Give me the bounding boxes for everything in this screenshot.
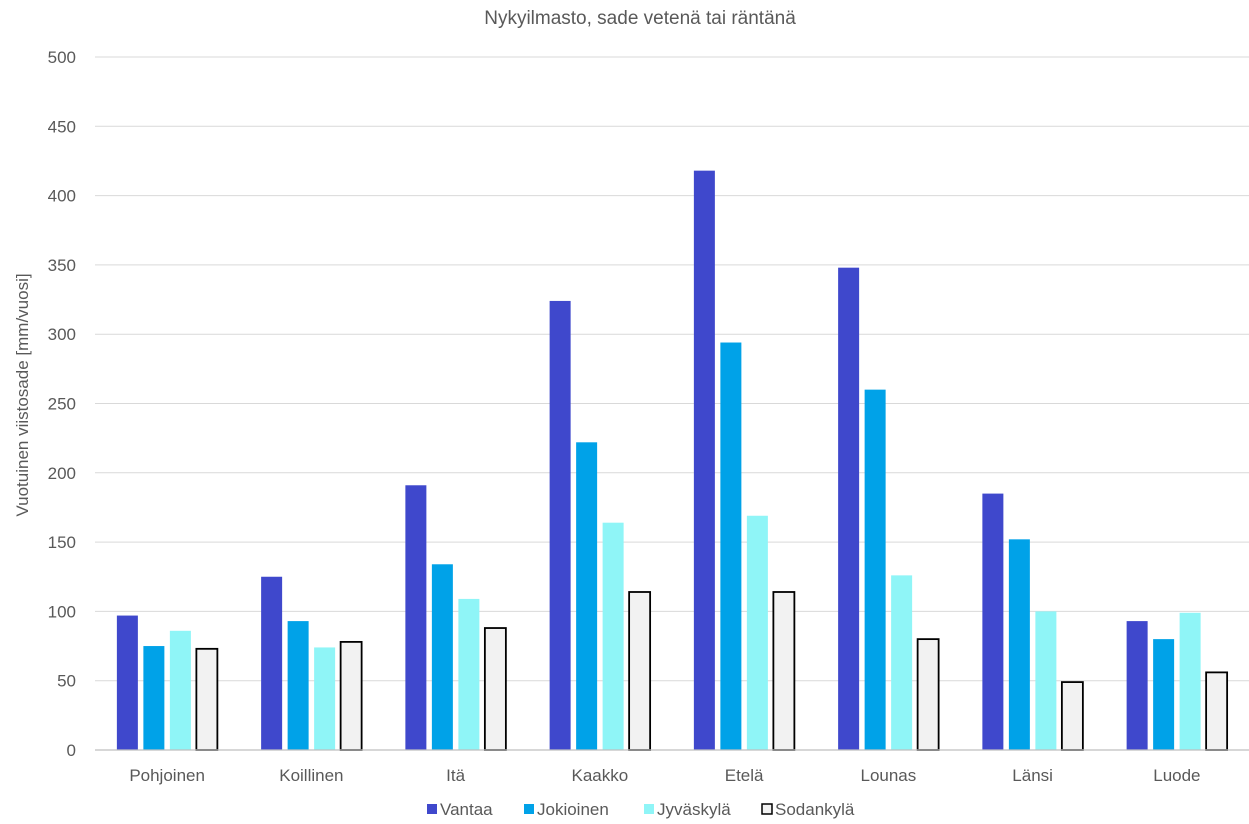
bar-vantaa-koillinen <box>261 576 283 750</box>
chart-title: Nykyilmasto, sade vetenä tai räntänä <box>484 8 796 29</box>
y-tick-label: 300 <box>48 325 76 344</box>
legend-label-jyväskylä: Jyväskylä <box>657 800 731 819</box>
x-tick-label: Kaakko <box>572 766 629 785</box>
x-tick-label: Luode <box>1153 766 1200 785</box>
legend-swatch-jyväskylä <box>644 804 654 814</box>
y-tick-label: 150 <box>48 533 76 552</box>
bar-jokioinen-länsi <box>1008 539 1030 750</box>
bar-sodankylä-länsi <box>1060 681 1084 751</box>
bar-jyväskylä-etelä <box>746 515 768 750</box>
bar-jyväskylä-luode <box>1179 612 1201 750</box>
bar-vantaa-lounas <box>838 267 860 750</box>
legend-label-sodankylä: Sodankylä <box>775 800 855 819</box>
y-tick-label: 450 <box>48 117 76 136</box>
bar-jyväskylä-länsi <box>1035 611 1057 750</box>
y-tick-label: 350 <box>48 256 76 275</box>
y-tick-label: 0 <box>67 741 76 760</box>
bar-jokioinen-koillinen <box>287 621 309 750</box>
bar-jyväskylä-itä <box>458 598 480 750</box>
bars <box>116 170 1229 751</box>
legend-swatch-jokioinen <box>524 804 534 814</box>
y-tick-label: 100 <box>48 602 76 621</box>
bar-jokioinen-etelä <box>720 342 742 750</box>
legend-swatch-vantaa <box>427 804 437 814</box>
y-tick-label: 200 <box>48 464 76 483</box>
y-axis-ticks: 0 50 100 150 200 250 300 350 400 450 500 <box>48 48 76 760</box>
bar-jokioinen-itä <box>431 564 453 750</box>
bar-vantaa-etelä <box>693 170 715 751</box>
x-tick-label: Etelä <box>725 766 764 785</box>
bar-sodankylä-koillinen <box>339 640 363 751</box>
bar-vantaa-pohjoinen <box>116 615 138 750</box>
bar-sodankylä-etelä <box>772 591 796 751</box>
bar-vantaa-kaakko <box>549 300 571 750</box>
bar-jyväskylä-lounas <box>891 575 913 750</box>
bar-sodankylä-kaakko <box>628 591 652 751</box>
y-tick-label: 250 <box>48 395 76 414</box>
y-tick-label: 50 <box>57 672 76 691</box>
x-tick-label: Koillinen <box>279 766 343 785</box>
legend-swatch-sodankylä <box>761 803 773 815</box>
bar-vantaa-länsi <box>982 493 1004 750</box>
bar-jokioinen-lounas <box>864 389 886 750</box>
x-tick-label: Lounas <box>860 766 916 785</box>
x-tick-label: Itä <box>446 766 465 785</box>
y-tick-label: 400 <box>48 187 76 206</box>
x-tick-label: Länsi <box>1012 766 1053 785</box>
bar-sodankylä-pohjoinen <box>195 647 219 751</box>
bar-jokioinen-kaakko <box>576 442 598 750</box>
bar-sodankylä-itä <box>483 627 507 751</box>
bar-jyväskylä-kaakko <box>602 522 624 750</box>
x-tick-label: Pohjoinen <box>129 766 205 785</box>
x-axis-ticks: Pohjoinen Koillinen Itä Kaakko Etelä Lounas Lä… <box>129 766 1200 785</box>
y-tick-label: 500 <box>48 48 76 67</box>
bar-jyväskylä-koillinen <box>314 647 336 750</box>
y-axis-label: Vuotuinen viistosade [mm/vuosi] <box>13 273 32 516</box>
legend: Vantaa Jokioinen Jyväskylä Sodankylä <box>427 800 855 819</box>
bar-jokioinen-pohjoinen <box>143 646 165 750</box>
legend-label-vantaa: Vantaa <box>440 800 493 819</box>
bar-vantaa-luode <box>1126 621 1148 750</box>
bar-sodankylä-lounas <box>916 638 940 751</box>
gridlines <box>95 56 1249 682</box>
bar-jyväskylä-pohjoinen <box>169 630 191 750</box>
legend-label-jokioinen: Jokioinen <box>537 800 609 819</box>
bar-vantaa-itä <box>405 485 427 750</box>
bar-jokioinen-luode <box>1153 639 1175 750</box>
bar-sodankylä-luode <box>1205 671 1229 751</box>
